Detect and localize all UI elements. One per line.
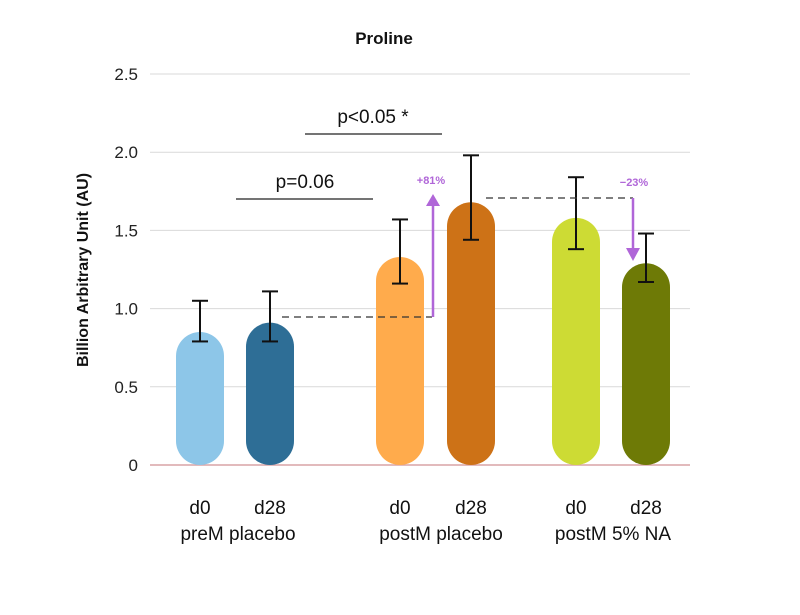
bar — [246, 322, 294, 465]
group-label: postM 5% NA — [555, 524, 671, 545]
category-label: d0 — [389, 498, 410, 519]
category-label: d28 — [630, 498, 662, 519]
category-label: d28 — [254, 498, 286, 519]
y-tick-label: 2.0 — [114, 143, 138, 162]
chart-title: Proline — [355, 29, 413, 48]
group-label: postM placebo — [379, 524, 503, 545]
y-tick-label: 1.0 — [114, 300, 138, 319]
y-tick-label: 2.5 — [114, 65, 138, 84]
y-axis-label: Billion Arbitrary Unit (AU) — [75, 173, 92, 367]
bar — [176, 332, 224, 465]
category-label: d28 — [455, 498, 487, 519]
bar — [376, 256, 424, 465]
category-label: d0 — [565, 498, 586, 519]
error-bars — [192, 154, 654, 343]
change-label-2: −23% — [620, 177, 649, 189]
bar — [622, 263, 670, 465]
y-tick-label: 1.5 — [114, 221, 138, 240]
group-labels: preM placebo postM placebo postM 5% NA — [180, 524, 671, 545]
change-arrow-2-head — [626, 248, 640, 261]
bars — [176, 202, 670, 466]
annotations: p=0.06 p<0.05 * +81% −23% — [236, 107, 649, 318]
bar — [447, 202, 495, 466]
change-arrow-1-head — [426, 194, 440, 206]
p-value-label-2: p<0.05 * — [337, 107, 409, 128]
bar — [552, 217, 600, 465]
y-axis-ticks: 0 0.5 1.0 1.5 2.0 2.5 — [114, 65, 138, 475]
category-label: d0 — [189, 498, 210, 519]
y-tick-label: 0 — [129, 456, 138, 475]
group-label: preM placebo — [180, 524, 295, 545]
category-labels: d0 d28 d0 d28 d0 d28 — [189, 498, 661, 519]
y-tick-label: 0.5 — [114, 378, 138, 397]
p-value-label-1: p=0.06 — [276, 172, 335, 193]
change-label-1: +81% — [417, 175, 446, 187]
